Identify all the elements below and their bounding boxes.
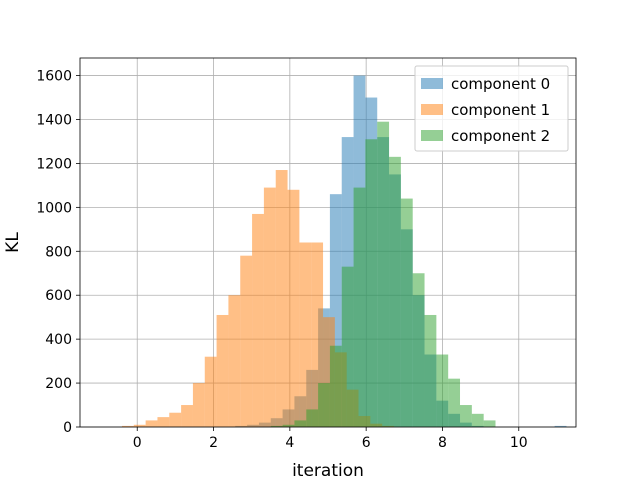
histogram-bar: [436, 354, 449, 427]
histogram-bars: [121, 75, 567, 428]
histogram-bar: [192, 383, 205, 427]
histogram-bar: [329, 194, 342, 427]
histogram-bar: [287, 189, 300, 427]
y-tick-label: 400: [45, 332, 72, 348]
y-tick-label: 1400: [36, 113, 72, 129]
histogram-bar: [311, 242, 324, 427]
y-tick-label: 800: [45, 244, 72, 260]
histogram-bar: [389, 156, 401, 427]
histogram-bar: [228, 295, 241, 427]
series-component-2: [270, 121, 496, 428]
series-component-1: [121, 170, 395, 427]
legend-swatch: [421, 78, 443, 89]
x-tick-label: 6: [362, 435, 371, 451]
histogram-bar: [252, 213, 264, 427]
legend-label: component 1: [451, 101, 550, 119]
grid-lines: [80, 58, 576, 428]
legend-box: [414, 65, 569, 152]
legend-swatch: [421, 104, 443, 115]
axes-frame: [79, 57, 577, 428]
histogram-bar: [263, 187, 276, 427]
x-tick-label: 2: [209, 435, 218, 451]
histogram-bar: [145, 420, 158, 427]
axis-ticks: 0 2 4 6 8 10 0 200 400 600 800 1000 1200 1400 1600: [36, 69, 527, 451]
legend-label: component 2: [451, 127, 550, 145]
histogram-bar: [275, 170, 288, 427]
histogram-bar: [448, 378, 461, 427]
histogram-bar: [216, 314, 229, 427]
histogram-bar: [471, 413, 484, 427]
x-tick-label: 8: [438, 435, 447, 451]
x-tick-label: 4: [285, 435, 294, 451]
histogram-bar: [299, 242, 312, 427]
histogram-bar: [133, 424, 146, 427]
legend-label: component 0: [451, 75, 550, 93]
histogram-bar: [270, 425, 283, 427]
histogram-bar: [400, 198, 413, 427]
histogram-bar: [377, 121, 390, 428]
y-tick-label: 1600: [36, 69, 72, 85]
y-axis-label: KL: [3, 232, 23, 253]
histogram-bar: [353, 187, 366, 427]
histogram-bar: [554, 425, 567, 427]
y-tick-label: 200: [45, 376, 72, 392]
histogram-bar: [412, 273, 425, 427]
legend: component 0 component 1 component 2: [414, 65, 569, 152]
histogram-bar: [240, 255, 253, 427]
y-tick-label: 600: [45, 288, 72, 304]
histogram-bar: [329, 345, 342, 427]
histogram-bar: [306, 409, 319, 427]
x-tick-label: 10: [510, 435, 528, 451]
histogram-bar: [204, 356, 217, 427]
histogram-bar: [121, 425, 134, 427]
histogram-bar: [323, 317, 335, 427]
histogram-bar: [483, 420, 496, 427]
y-tick-label: 1200: [36, 156, 72, 172]
y-tick-label: 1000: [36, 200, 72, 216]
x-tick-label: 0: [133, 435, 142, 451]
legend-swatch: [421, 130, 443, 141]
histogram-bar: [460, 405, 472, 427]
histogram-bar: [294, 420, 307, 427]
histogram-bar: [181, 405, 193, 427]
histogram-bar: [282, 424, 295, 427]
x-axis-label: iteration: [292, 461, 364, 480]
histogram-bar: [341, 266, 354, 427]
y-tick-label: 0: [63, 420, 72, 436]
histogram-bar: [424, 314, 437, 427]
histogram-bar: [365, 139, 378, 427]
histogram-bar: [169, 412, 182, 427]
histogram-bar: [318, 383, 330, 427]
histogram-bar: [157, 417, 170, 427]
